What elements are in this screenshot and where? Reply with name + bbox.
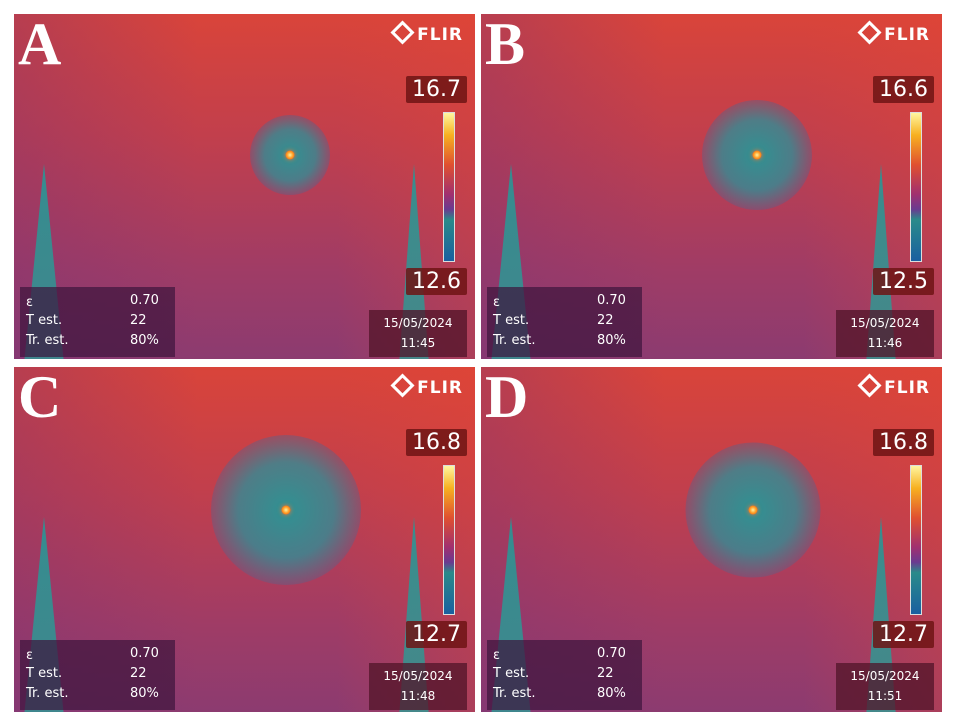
- time: 11:46: [867, 336, 903, 350]
- hot-spot: [285, 150, 295, 160]
- panel-label: B: [485, 14, 526, 77]
- max-temperature: 16.8: [406, 429, 467, 456]
- date: 15/05/2024: [850, 316, 920, 330]
- parameter-text: 80%: [597, 333, 626, 348]
- thermal-image: D FLIR 16.8 12.7 ε 0.70 T est. 22 Tr. est. 80% 15/…: [481, 367, 942, 712]
- parameter-text: T est.: [26, 313, 63, 328]
- time: 11:45: [400, 336, 436, 350]
- max-temperature: 16.7: [406, 76, 467, 103]
- min-temperature: 12.7: [406, 621, 467, 648]
- parameters-box: ε 0.70 T est. 22 Tr. est. 80%: [20, 640, 175, 710]
- color-scale: [910, 465, 922, 615]
- parameter-text: ε: [26, 295, 34, 310]
- thermal-image: A FLIR 16.7 12.6 ε 0.70 T est. 22 Tr. est. 80% 15/…: [14, 14, 475, 359]
- parameter-text: 22: [597, 313, 614, 328]
- parameter-text: 80%: [130, 333, 159, 348]
- parameter-text: Tr. est.: [493, 333, 536, 348]
- date: 15/05/2024: [850, 669, 920, 683]
- min-temperature: 12.7: [873, 621, 934, 648]
- hot-spot: [752, 150, 762, 160]
- parameter-text: ε: [493, 648, 501, 663]
- parameters-box: ε 0.70 T est. 22 Tr. est. 80%: [487, 640, 642, 710]
- parameters-box: ε 0.70 T est. 22 Tr. est. 80%: [487, 287, 642, 357]
- brand-logo: FLIR: [394, 377, 463, 398]
- color-scale: [910, 112, 922, 262]
- max-temperature: 16.6: [873, 76, 934, 103]
- min-temperature: 12.5: [873, 268, 934, 295]
- parameter-text: Tr. est.: [26, 333, 69, 348]
- time: 11:51: [867, 689, 903, 703]
- parameter-text: 0.70: [130, 646, 159, 661]
- parameter-text: ε: [26, 648, 34, 663]
- brand-logo: FLIR: [861, 24, 930, 45]
- max-temperature: 16.8: [873, 429, 934, 456]
- brand-logo: FLIR: [394, 24, 463, 45]
- brand-logo: FLIR: [861, 377, 930, 398]
- parameter-text: 80%: [130, 686, 159, 701]
- timestamp-box: 15/05/2024 11:48: [369, 663, 467, 710]
- parameter-text: 22: [597, 666, 614, 681]
- min-temperature: 12.6: [406, 268, 467, 295]
- date: 15/05/2024: [383, 316, 453, 330]
- parameter-text: Tr. est.: [26, 686, 69, 701]
- parameter-text: Tr. est.: [493, 686, 536, 701]
- parameter-text: 22: [130, 313, 147, 328]
- hot-spot: [748, 505, 758, 515]
- thermal-image: C FLIR 16.8 12.7 ε 0.70 T est. 22 Tr. est. 80% 15/…: [14, 367, 475, 712]
- parameter-text: ε: [493, 295, 501, 310]
- parameter-text: 22: [130, 666, 147, 681]
- parameter-text: 0.70: [130, 293, 159, 308]
- parameter-text: T est.: [493, 313, 530, 328]
- color-scale: [443, 112, 455, 262]
- timestamp-box: 15/05/2024 11:46: [836, 310, 934, 357]
- date: 15/05/2024: [383, 669, 453, 683]
- timestamp-box: 15/05/2024 11:51: [836, 663, 934, 710]
- parameter-text: T est.: [493, 666, 530, 681]
- parameter-text: 80%: [597, 686, 626, 701]
- parameter-text: 0.70: [597, 293, 626, 308]
- thermal-image: B FLIR 16.6 12.5 ε 0.70 T est. 22 Tr. est. 80% 15/…: [481, 14, 942, 359]
- timestamp-box: 15/05/2024 11:45: [369, 310, 467, 357]
- parameter-text: 0.70: [597, 646, 626, 661]
- parameter-text: T est.: [26, 666, 63, 681]
- panel-label: D: [485, 367, 529, 430]
- parameters-box: ε 0.70 T est. 22 Tr. est. 80%: [20, 287, 175, 357]
- panel-label: A: [18, 14, 62, 77]
- color-scale: [443, 465, 455, 615]
- panel-label: C: [18, 367, 62, 430]
- hot-spot: [281, 505, 291, 515]
- time: 11:48: [400, 689, 436, 703]
